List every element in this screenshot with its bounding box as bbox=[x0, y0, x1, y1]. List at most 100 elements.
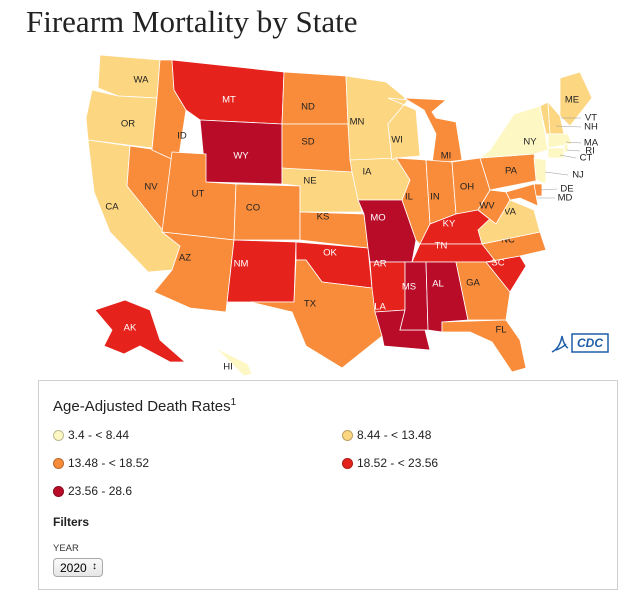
state-label: DE bbox=[560, 184, 573, 195]
legend: Age-Adjusted Death Rates1 Filters YEAR 2… bbox=[38, 380, 618, 590]
state-label: NC bbox=[501, 235, 515, 246]
state-label: WI bbox=[391, 135, 403, 146]
legend-swatch bbox=[53, 457, 64, 469]
state-label: IA bbox=[363, 167, 373, 178]
state[interactable] bbox=[441, 319, 527, 373]
state-label: MD bbox=[558, 193, 573, 204]
legend-title: Age-Adjusted Death Rates1 bbox=[53, 397, 236, 415]
state-label: KY bbox=[443, 219, 456, 230]
state-label: TX bbox=[304, 299, 317, 310]
state-label: MS bbox=[402, 282, 416, 293]
leader-line bbox=[544, 171, 569, 176]
state-label: WY bbox=[233, 151, 249, 162]
state-label: NM bbox=[234, 259, 249, 270]
state[interactable] bbox=[299, 211, 369, 249]
state-label: ID bbox=[177, 131, 187, 142]
state-label: ME bbox=[565, 95, 579, 106]
state-label: VT bbox=[585, 113, 597, 124]
state[interactable] bbox=[505, 183, 539, 207]
logo: CDC bbox=[577, 336, 603, 350]
state[interactable] bbox=[97, 54, 161, 99]
page-title: Firearm Mortality by State bbox=[26, 4, 358, 39]
legend-swatch bbox=[53, 429, 64, 441]
state-label: CA bbox=[105, 202, 119, 213]
legend-item: 13.48 - < 18.52 bbox=[53, 456, 149, 470]
state-label: NH bbox=[584, 122, 598, 133]
leader-line bbox=[559, 154, 577, 159]
state-label: OR bbox=[121, 119, 135, 130]
leader-line bbox=[555, 125, 582, 128]
legend-label: 18.52 - < 23.56 bbox=[357, 456, 439, 470]
state-label: UT bbox=[192, 189, 205, 200]
state-label: MT bbox=[222, 95, 236, 106]
legend-label: 3.4 - < 8.44 bbox=[68, 428, 130, 442]
state[interactable] bbox=[533, 157, 547, 185]
state-label: HI bbox=[223, 362, 233, 373]
state[interactable] bbox=[94, 299, 187, 363]
leader-line bbox=[566, 149, 581, 152]
state-label: VA bbox=[504, 207, 517, 218]
state[interactable] bbox=[225, 239, 297, 313]
year-label: YEAR bbox=[53, 543, 79, 554]
state[interactable] bbox=[281, 71, 349, 125]
state-label: SC bbox=[491, 258, 504, 269]
state-label: NY bbox=[523, 137, 537, 148]
logo-box bbox=[571, 333, 609, 353]
leader-line bbox=[540, 188, 558, 191]
state-label: MA bbox=[584, 138, 599, 149]
state-label: KS bbox=[317, 212, 330, 223]
state-label: NV bbox=[144, 182, 158, 193]
state-label: PA bbox=[505, 166, 518, 177]
legend-title-text: Age-Adjusted Death Rates bbox=[53, 398, 231, 415]
state[interactable] bbox=[233, 183, 301, 241]
state-label: RI bbox=[585, 146, 595, 157]
state-label: SD bbox=[301, 137, 314, 148]
state-label: TN bbox=[435, 241, 448, 252]
state-label: FL bbox=[495, 325, 506, 336]
state-label: MN bbox=[350, 117, 365, 128]
state[interactable] bbox=[387, 97, 421, 161]
state-label: NJ bbox=[572, 170, 584, 181]
us-map: WA OR CA NV ID MT WY UT AZ CO NM ND SD NE KS OK TX MN IA MO… bbox=[85, 54, 609, 377]
legend-label: 8.44 - < 13.48 bbox=[357, 428, 432, 442]
state-label: WV bbox=[479, 201, 495, 212]
year-select[interactable]: 2020 bbox=[53, 558, 103, 577]
state-label: AR bbox=[373, 259, 386, 270]
state[interactable] bbox=[403, 97, 463, 165]
state[interactable] bbox=[399, 261, 429, 331]
state[interactable] bbox=[249, 259, 383, 369]
state-label: MI bbox=[441, 151, 452, 162]
state-label: CO bbox=[246, 203, 260, 214]
state-label: GA bbox=[466, 278, 480, 289]
legend-label: 13.48 - < 18.52 bbox=[68, 456, 150, 470]
legend-swatch bbox=[342, 429, 353, 441]
footnote-marker: 1 bbox=[230, 397, 237, 408]
state[interactable] bbox=[281, 123, 353, 173]
state[interactable] bbox=[455, 261, 511, 321]
legend-item: 3.4 - < 8.44 bbox=[53, 428, 129, 442]
legend-swatch bbox=[342, 457, 353, 469]
hhs-mark bbox=[551, 335, 569, 353]
legend-item: 8.44 - < 13.48 bbox=[342, 428, 431, 442]
state-label: IL bbox=[405, 192, 413, 203]
state[interactable] bbox=[213, 345, 253, 377]
filters-heading: Filters bbox=[53, 515, 90, 529]
state-label: AZ bbox=[179, 253, 191, 264]
legend-label: 23.56 - 28.6 bbox=[68, 484, 133, 498]
state-label: OK bbox=[323, 248, 337, 259]
state[interactable] bbox=[478, 105, 549, 159]
legend-item: 23.56 - 28.6 bbox=[53, 484, 132, 498]
state-label: ND bbox=[301, 102, 315, 113]
state[interactable] bbox=[547, 147, 565, 159]
state-label: NE bbox=[303, 176, 316, 187]
state-label: MO bbox=[370, 213, 385, 224]
state-label: OH bbox=[460, 182, 474, 193]
leader-line bbox=[565, 141, 582, 144]
state[interactable] bbox=[171, 59, 285, 125]
state[interactable] bbox=[559, 71, 593, 127]
legend-swatch bbox=[53, 485, 64, 497]
state[interactable] bbox=[563, 143, 569, 153]
state-label: AK bbox=[124, 323, 137, 334]
state-label: LA bbox=[374, 302, 386, 313]
